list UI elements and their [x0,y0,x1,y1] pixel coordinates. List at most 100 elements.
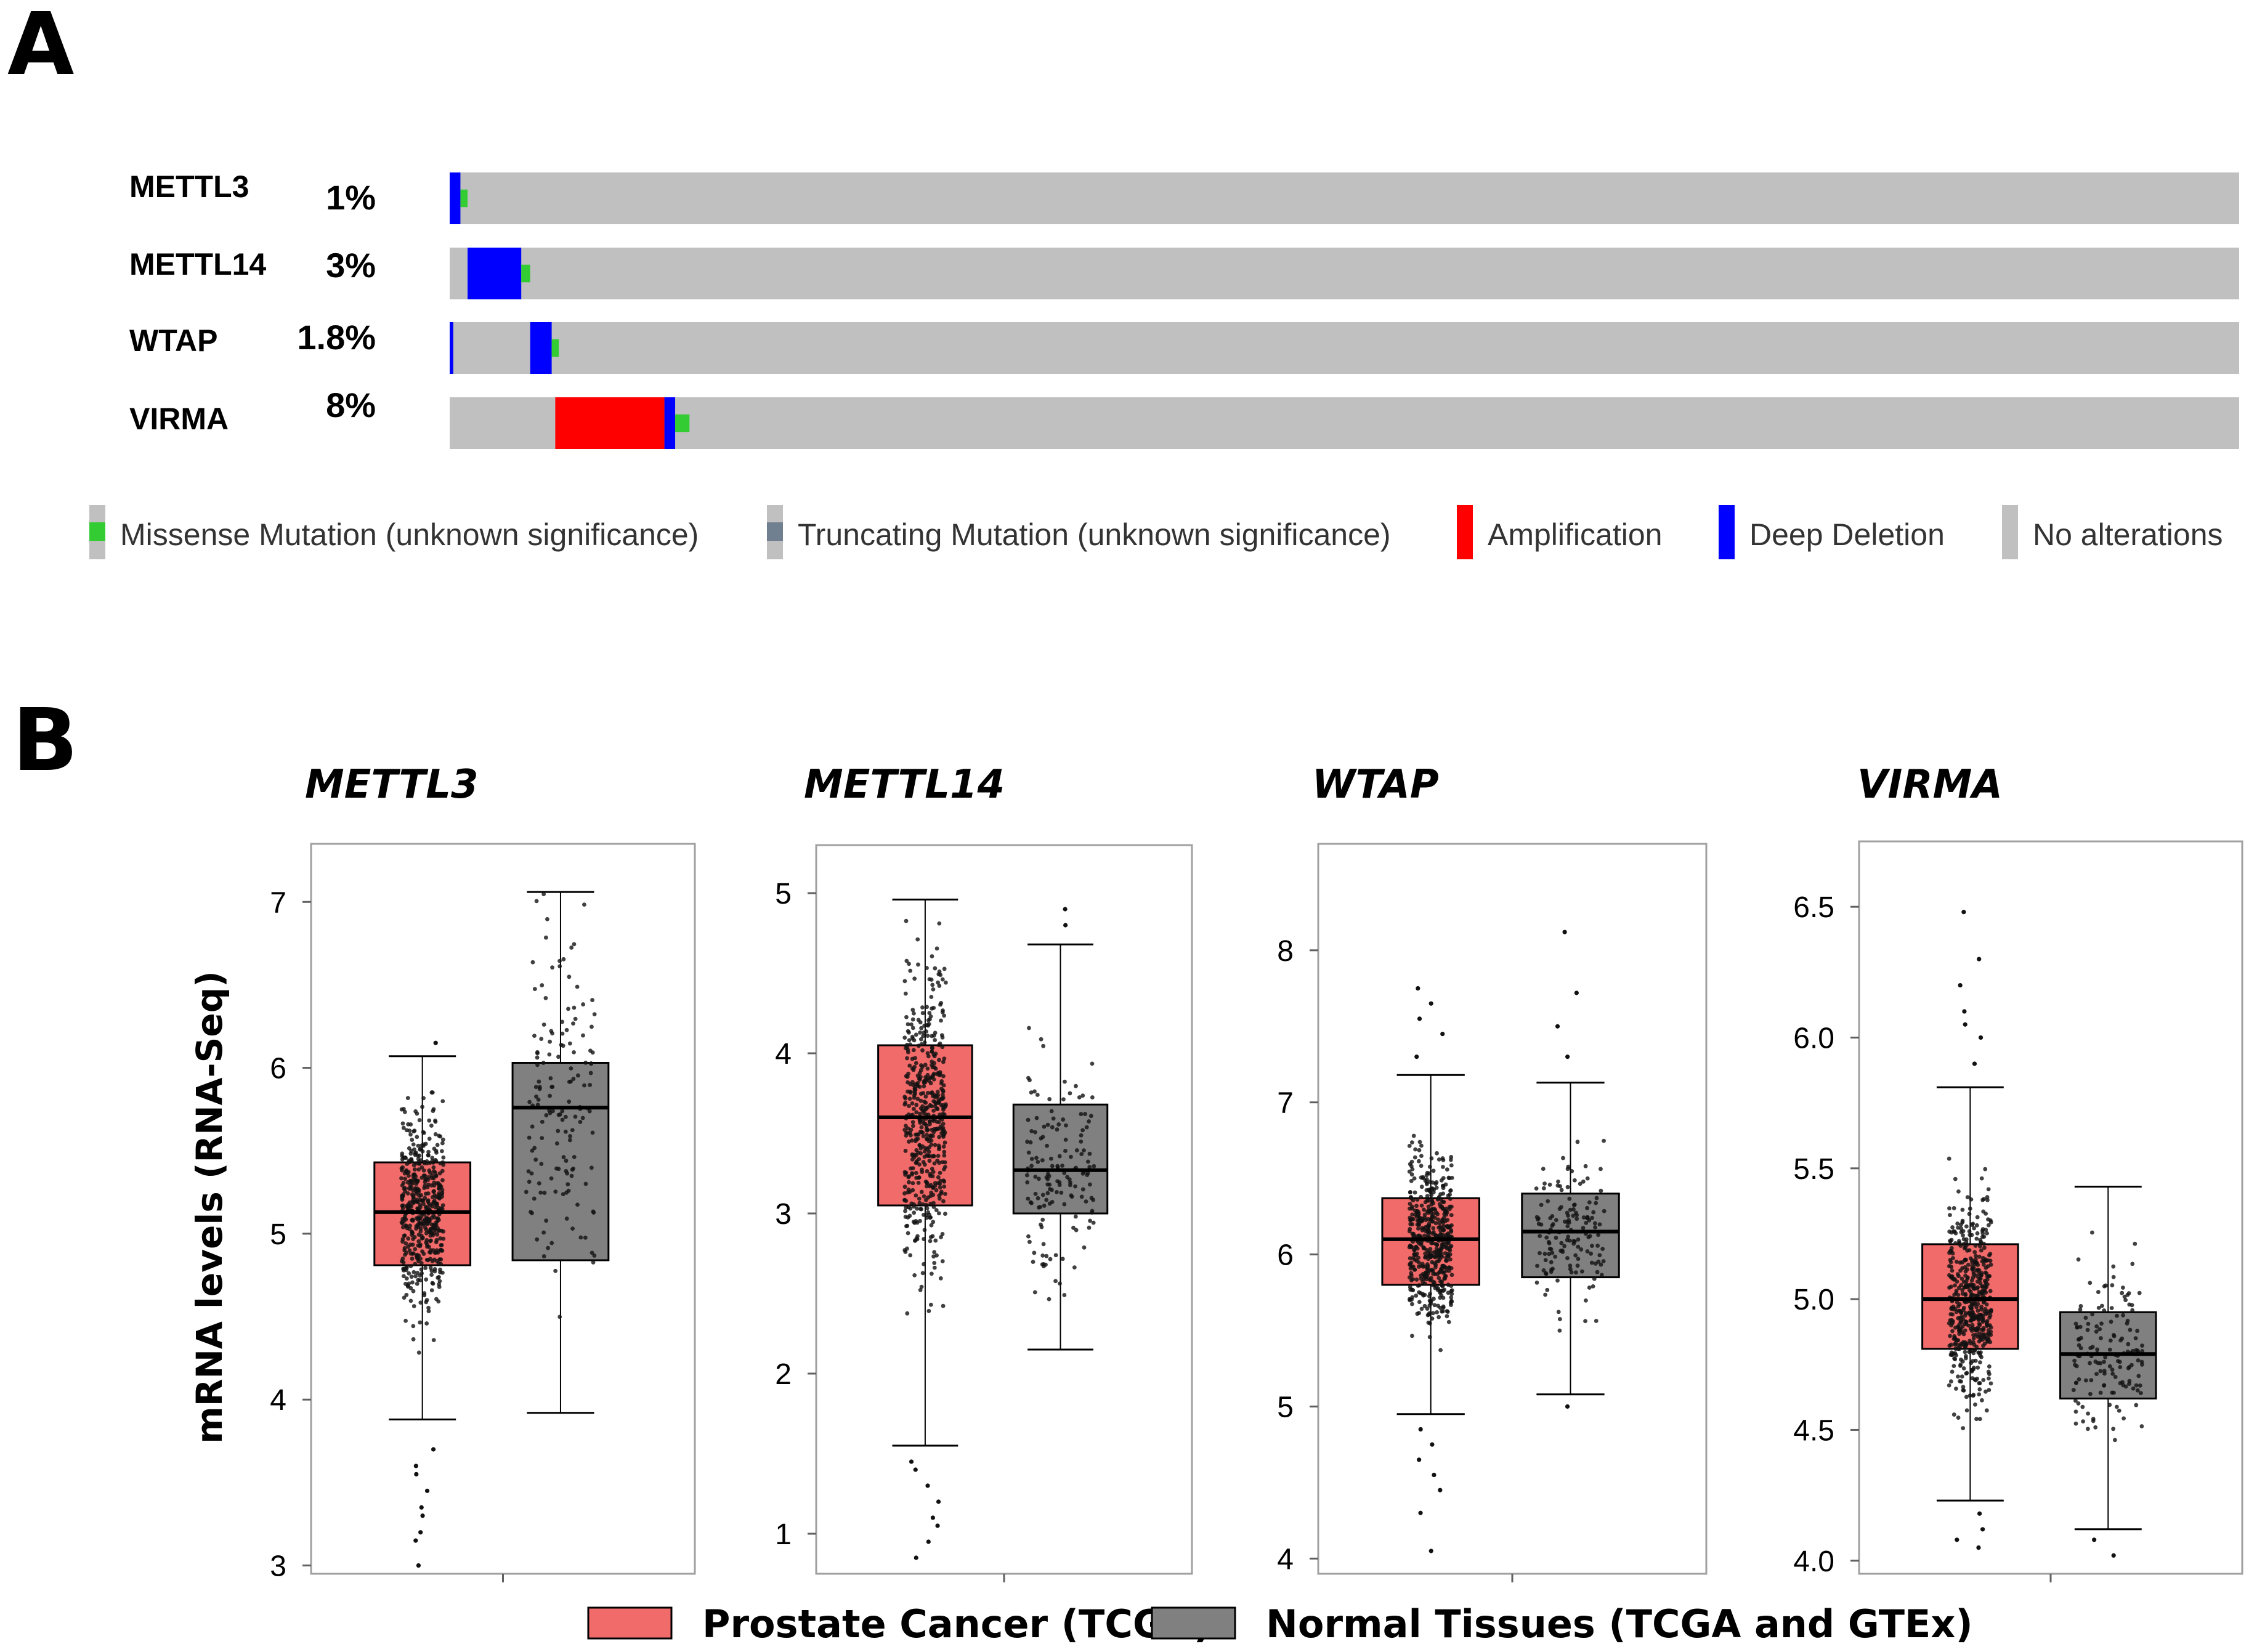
data-point [936,1175,941,1180]
data-point [2127,1302,2132,1307]
data-point [580,1116,585,1120]
data-point [920,1202,925,1207]
data-point [533,1157,538,1162]
data-point [914,1193,918,1198]
data-point [920,1011,925,1016]
data-point [549,1241,554,1245]
data-point [1952,1277,1957,1282]
outlier-point [418,1530,423,1535]
data-point [941,1074,946,1079]
data-point [931,1052,936,1057]
data-point [1428,1253,1433,1258]
data-point [1432,1303,1437,1308]
outlier-point [1962,1009,1967,1014]
data-point [564,1217,569,1221]
data-point [940,1259,945,1263]
data-point [570,1128,575,1133]
deep-deletion-segment [450,172,461,224]
data-point [582,902,586,907]
oncoprint: METTL3 1%METTL14 3%WTAP 1.8%VIRMA 8% [129,169,2239,449]
data-point [430,1231,434,1236]
data-point [1408,1226,1412,1231]
data-point [1960,1266,1965,1271]
data-point [1439,1245,1444,1250]
data-point [2111,1333,2116,1337]
data-point [1956,1346,1960,1351]
data-point [414,1226,418,1231]
data-point [549,1085,554,1090]
data-point [922,1212,926,1217]
outlier-point [1440,1031,1445,1037]
data-point [1963,1356,1968,1361]
data-point [912,1210,917,1215]
data-point [567,1099,572,1104]
data-point [1964,1342,1969,1347]
data-point [403,1176,408,1181]
data-point [1573,1270,1578,1275]
data-point [1592,1221,1597,1226]
data-point [437,1228,442,1233]
normal-box [2059,1186,2157,1558]
data-point [1430,1260,1435,1265]
data-point [2107,1403,2112,1407]
data-point [400,1225,405,1229]
data-point [1963,1321,1967,1326]
data-point [915,1074,920,1078]
data-point [429,1090,434,1095]
outlier-point [1432,1472,1437,1478]
data-point [1953,1283,1957,1288]
data-point [549,1176,554,1181]
data-point [1565,1256,1570,1260]
data-point [1445,1167,1449,1172]
data-point [1535,1263,1539,1268]
data-point [1434,1250,1438,1255]
data-point [561,1155,566,1159]
data-point [920,1107,925,1112]
data-point [1061,1117,1066,1122]
data-point [1029,1128,1034,1133]
data-point [557,1314,562,1319]
data-point [527,1180,532,1184]
data-point [1449,1229,1454,1234]
data-point [2102,1359,2106,1364]
data-point [1568,1266,1573,1271]
data-point [408,1298,413,1303]
data-point [549,1029,554,1034]
data-point [912,1011,916,1016]
data-point [1541,1186,1546,1191]
data-point [1419,1143,1424,1148]
data-point [930,1167,934,1172]
data-point [1958,1260,1963,1265]
data-point [1409,1204,1414,1209]
data-point [1408,1217,1413,1222]
data-point [1952,1356,1957,1361]
data-point [902,1095,907,1099]
data-point [411,1251,416,1256]
data-point [2081,1419,2086,1424]
data-point [438,1134,443,1139]
data-point [532,1034,537,1039]
data-point [2134,1403,2139,1407]
data-point [542,1191,547,1196]
data-point [1953,1306,1958,1311]
data-point [1410,1231,1415,1236]
data-point [904,1014,909,1019]
data-point [1431,1168,1436,1173]
data-point [925,1051,930,1056]
data-point [1947,1156,1951,1161]
data-point [1032,1250,1037,1255]
data-point [902,1127,907,1132]
data-point [925,1206,930,1211]
data-point [413,1261,418,1266]
data-point [1960,1218,1965,1223]
data-point [1080,1093,1085,1098]
jitter-points [399,1040,446,1568]
data-point [1407,1169,1412,1174]
data-point [2080,1404,2085,1409]
data-point [1590,1215,1595,1220]
data-point [1449,1213,1454,1218]
data-point [569,1173,574,1178]
jitter-points [524,892,597,1319]
data-point [434,1195,439,1200]
data-point [440,1149,444,1154]
